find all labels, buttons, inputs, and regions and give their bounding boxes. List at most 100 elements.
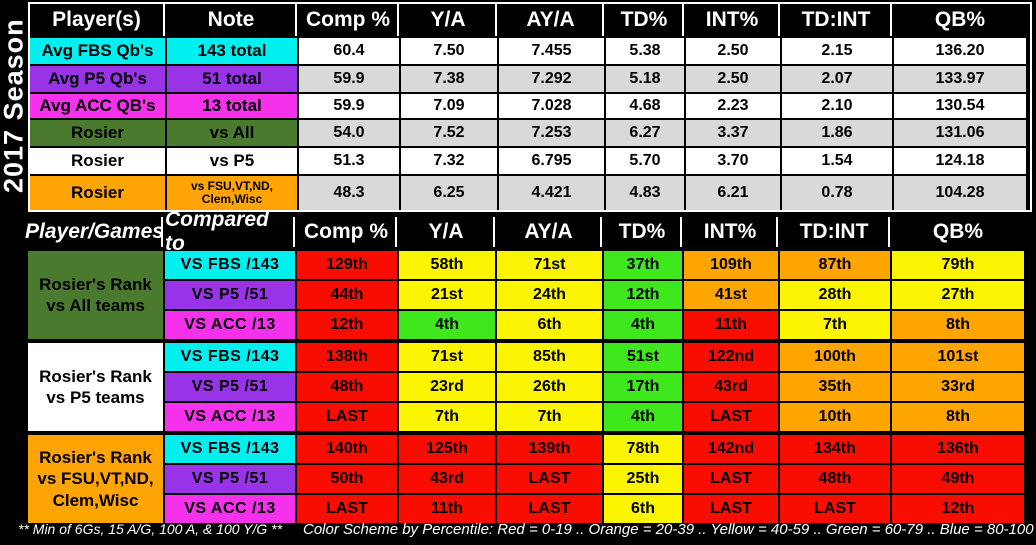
rank-value-cell: 7th — [780, 311, 890, 339]
rank-value-cell: 26th — [497, 373, 602, 401]
compared-to-cell: VS P5 /51 — [165, 465, 295, 493]
stat-value-cell: 6.21 — [686, 176, 780, 210]
rank-column-header: TD% — [604, 217, 682, 247]
rank-table-header: Player/Games Compared to Comp % Y/A AY/A TD% I… — [25, 208, 1032, 255]
rank-value-cell: 25th — [604, 465, 682, 493]
rank-value-cell: 33rd — [892, 373, 1024, 401]
color-scheme-legend: Color Scheme by Percentile: Red = 0-19 .… — [303, 521, 1034, 538]
rank-value-cell: LAST — [497, 495, 602, 523]
stat-value-cell: 131.06 — [894, 120, 1026, 146]
rank-value-cell: 139th — [497, 435, 602, 463]
stat-value-cell: 6.795 — [499, 148, 604, 174]
rank-value-cell: 129th — [297, 251, 397, 279]
stat-value-cell: 6.27 — [606, 120, 684, 146]
compared-to-cell: VS FBS /143 — [165, 343, 295, 371]
rank-value-cell: 51st — [604, 343, 682, 371]
stat-value-cell: 48.3 — [299, 176, 399, 210]
rank-value-cell: 35th — [780, 373, 890, 401]
player-cell: Avg ACC QB's — [30, 94, 165, 118]
group-label-cell: Rosier's Rank vs All teams — [28, 251, 163, 339]
rank-value-cell: 50th — [297, 465, 397, 493]
player-cell: Rosier — [30, 176, 165, 210]
content: Player(s) Note Comp % Y/A AY/A TD% INT% TD:INT Q… — [25, 2, 1032, 523]
rank-group: Rosier's Rank vs FSU,VT,ND, Clem,Wisc VS … — [28, 435, 1032, 523]
rank-value-cell: 136th — [892, 435, 1024, 463]
stat-value-cell: 1.86 — [782, 120, 892, 146]
rank-column-header: Y/A — [399, 217, 495, 247]
rank-value-cell: 21st — [399, 281, 495, 309]
stat-value-cell: 60.4 — [299, 38, 399, 64]
stat-value-cell: 104.28 — [894, 176, 1026, 210]
stat-value-cell: 3.37 — [686, 120, 780, 146]
stat-value-cell: 4.83 — [606, 176, 684, 210]
note-cell: 51 total — [167, 66, 297, 92]
rank-value-cell: 125th — [399, 435, 495, 463]
stat-value-cell: 5.18 — [606, 66, 684, 92]
rank-group: Rosier's Rank vs P5 teams VS FBS /143 138t… — [28, 343, 1032, 431]
stat-value-cell: 7.32 — [401, 148, 497, 174]
stat-value-cell: 133.97 — [894, 66, 1026, 92]
stats-column-header: INT% — [686, 4, 780, 36]
rank-value-cell: 85th — [497, 343, 602, 371]
stat-value-cell: 5.38 — [606, 38, 684, 64]
rank-column-header: Player/Games — [25, 217, 164, 247]
rank-value-cell: 12th — [297, 311, 397, 339]
stats-column-header: TD:INT — [782, 4, 892, 36]
rank-value-cell: 140th — [297, 435, 397, 463]
rank-value-cell: 7th — [497, 403, 602, 431]
rank-value-cell: 71st — [497, 251, 602, 279]
stat-value-cell: 2.10 — [782, 94, 892, 118]
rank-value-cell: 48th — [297, 373, 397, 401]
stat-value-cell: 130.54 — [894, 94, 1026, 118]
stats-column-header: AY/A — [499, 4, 604, 36]
rank-value-cell: 7th — [399, 403, 495, 431]
rank-column-header: TD:INT — [780, 217, 890, 247]
stat-value-cell: 59.9 — [299, 94, 399, 118]
rank-value-cell: LAST — [297, 495, 397, 523]
rank-column-header: QB% — [892, 217, 1024, 247]
stat-value-cell: 54.0 — [299, 120, 399, 146]
compared-to-cell: VS FBS /143 — [165, 251, 295, 279]
rank-value-cell: 12th — [892, 495, 1024, 523]
stats-column-header: TD% — [606, 4, 684, 36]
compared-to-cell: VS ACC /13 — [165, 311, 295, 339]
stats-column-header: Y/A — [401, 4, 497, 36]
stat-value-cell: 7.09 — [401, 94, 497, 118]
rank-column-header: AY/A — [497, 217, 602, 247]
stat-value-cell: 2.15 — [782, 38, 892, 64]
rank-value-cell: 43rd — [399, 465, 495, 493]
rank-value-cell: 109th — [684, 251, 778, 279]
stat-value-cell: 2.23 — [686, 94, 780, 118]
rank-value-cell: 44th — [297, 281, 397, 309]
rank-value-cell: 27th — [892, 281, 1024, 309]
stat-value-cell: 4.421 — [499, 176, 604, 210]
rank-value-cell: 6th — [604, 495, 682, 523]
stat-value-cell: 2.50 — [686, 66, 780, 92]
rank-table-groups: Rosier's Rank vs All teams VS FBS /143 129… — [28, 251, 1032, 523]
rank-value-cell: 58th — [399, 251, 495, 279]
stat-value-cell: 1.54 — [782, 148, 892, 174]
stat-value-cell: 5.70 — [606, 148, 684, 174]
group-label-cell: Rosier's Rank vs FSU,VT,ND, Clem,Wisc — [28, 435, 163, 523]
player-cell: Rosier — [30, 120, 165, 146]
rank-value-cell: LAST — [684, 403, 778, 431]
stat-value-cell: 6.25 — [401, 176, 497, 210]
stat-value-cell: 7.52 — [401, 120, 497, 146]
rank-value-cell: 23rd — [399, 373, 495, 401]
player-cell: Rosier — [30, 148, 165, 174]
rank-value-cell: LAST — [684, 495, 778, 523]
rank-value-cell: 11th — [684, 311, 778, 339]
stat-value-cell: 7.028 — [499, 94, 604, 118]
stat-value-cell: 124.18 — [894, 148, 1026, 174]
rank-value-cell: 4th — [604, 403, 682, 431]
stat-value-cell: 136.20 — [894, 38, 1026, 64]
rank-value-cell: 101st — [892, 343, 1024, 371]
rank-value-cell: 17th — [604, 373, 682, 401]
rank-value-cell: 134th — [780, 435, 890, 463]
rank-group: Rosier's Rank vs All teams VS FBS /143 129… — [28, 251, 1032, 339]
rank-value-cell: 138th — [297, 343, 397, 371]
stat-value-cell: 7.455 — [499, 38, 604, 64]
stats-column-header: Player(s) — [30, 4, 165, 36]
rank-value-cell: 79th — [892, 251, 1024, 279]
